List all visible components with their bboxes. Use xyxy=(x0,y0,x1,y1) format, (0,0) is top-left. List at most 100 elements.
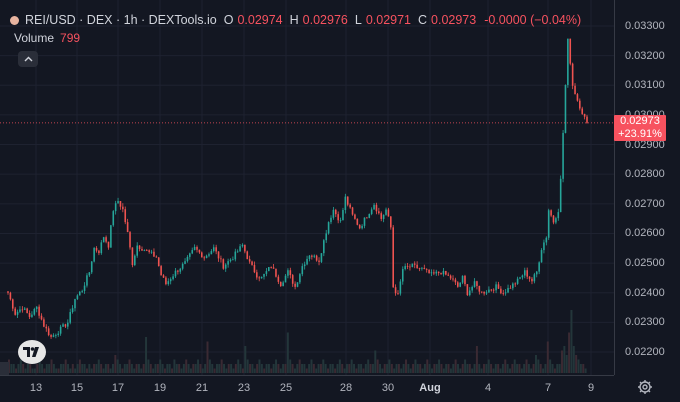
volume-bar xyxy=(241,368,244,373)
price-axis[interactable]: 0.033000.032000.031000.030000.029000.028… xyxy=(614,0,680,375)
candle-body xyxy=(512,283,514,289)
volume-bar xyxy=(478,364,481,373)
candle-body xyxy=(71,308,74,313)
volume-bar xyxy=(501,364,504,373)
collapse-legend-button[interactable] xyxy=(18,51,38,67)
candle-body xyxy=(418,267,421,269)
tradingview-logo-icon[interactable] xyxy=(18,340,46,364)
volume-bar xyxy=(317,364,320,373)
volume-bar xyxy=(97,359,100,373)
volume-bar xyxy=(187,364,190,373)
candle-body xyxy=(327,222,330,234)
candle-body xyxy=(291,275,294,284)
candle-body xyxy=(95,248,98,251)
volume-bar xyxy=(466,364,469,373)
volume-bar xyxy=(329,364,332,373)
candle-body xyxy=(483,291,485,294)
price-tick-label: 0.02800 xyxy=(625,168,665,181)
candle-body xyxy=(485,292,488,294)
candle-body xyxy=(502,293,505,295)
candle-body xyxy=(122,206,124,210)
volume-bar xyxy=(331,364,334,373)
candle-body xyxy=(277,276,280,282)
candle-body xyxy=(69,312,72,323)
volume-bar xyxy=(163,368,166,373)
candle-body xyxy=(468,290,471,296)
candle-body xyxy=(196,246,198,250)
volume-bar xyxy=(435,364,438,373)
candle-body xyxy=(339,220,342,222)
volume-legend: Volume 799 xyxy=(14,31,80,45)
candle-body xyxy=(382,214,385,219)
volume-bar xyxy=(428,364,431,373)
candle-body xyxy=(313,255,316,257)
candle-body xyxy=(253,264,256,273)
volume-bar xyxy=(59,364,62,373)
candle-body xyxy=(220,258,222,260)
candle-body xyxy=(181,263,184,269)
chart-plot-area[interactable] xyxy=(0,0,614,375)
time-tick-label: 4 xyxy=(484,382,492,394)
last-price: 0.02973 xyxy=(620,115,660,127)
volume-bar xyxy=(480,368,483,373)
volume-bar xyxy=(156,364,159,373)
volume-bar xyxy=(544,364,547,373)
candle-body xyxy=(55,334,57,336)
candle-body xyxy=(117,201,119,204)
volume-bar xyxy=(208,359,211,373)
candle-body xyxy=(413,263,416,265)
candle-body xyxy=(57,333,60,335)
candle-body xyxy=(363,217,366,226)
volume-bar xyxy=(579,364,582,373)
volume-bar xyxy=(19,359,22,373)
volume-bar xyxy=(499,368,502,373)
time-axis[interactable]: 13 15 17 19 21 23 25 28 30 Aug 4 7 9 xyxy=(0,375,614,402)
volume-bar xyxy=(263,368,266,373)
volume-bar xyxy=(509,368,511,373)
candle-body xyxy=(14,308,16,315)
volume-bar xyxy=(48,364,51,373)
volume-bar xyxy=(447,364,450,373)
candle-body xyxy=(23,308,26,310)
candle-body xyxy=(212,247,215,252)
volume-bar xyxy=(230,364,233,373)
price-tick-label: 0.02300 xyxy=(625,316,665,329)
candle-body xyxy=(392,227,395,288)
volume-bar xyxy=(549,359,552,373)
volume-bar xyxy=(267,364,270,373)
candle-body xyxy=(119,201,122,207)
gear-icon[interactable] xyxy=(637,379,653,395)
volume-bar xyxy=(461,364,464,373)
candle-body xyxy=(423,267,426,269)
candle-body xyxy=(344,196,347,211)
candle-body xyxy=(550,210,552,216)
volume-bar xyxy=(256,364,259,373)
volume-bar xyxy=(246,359,249,373)
volume-bar xyxy=(520,368,523,373)
scroll-handle[interactable] xyxy=(0,362,9,375)
volume-bar xyxy=(69,368,72,373)
volume-bar xyxy=(171,368,174,373)
symbol-title[interactable]: REI/USD · DEX · 1h · DEXTools.io xyxy=(25,13,217,27)
volume-bar xyxy=(348,364,351,373)
volume-bar xyxy=(542,368,545,373)
candle-body xyxy=(232,259,234,261)
candle-body xyxy=(45,326,48,329)
price-tick-label: 0.02900 xyxy=(625,138,665,151)
volume-bar xyxy=(199,364,202,373)
candle-body xyxy=(16,311,19,315)
volume-bar xyxy=(371,364,374,373)
candle-body xyxy=(351,207,354,215)
candlestick-chart[interactable] xyxy=(0,0,614,375)
volume-bar xyxy=(341,364,344,373)
candle-body xyxy=(390,216,392,228)
low-label: L xyxy=(354,13,362,27)
candle-body xyxy=(251,261,253,265)
volume-bar xyxy=(166,364,169,373)
volume-bar xyxy=(78,359,81,373)
volume-bar xyxy=(383,364,386,373)
candle-body xyxy=(397,293,399,295)
volume-bar xyxy=(551,364,554,373)
volume-bar xyxy=(201,368,204,373)
candle-body xyxy=(301,266,304,275)
